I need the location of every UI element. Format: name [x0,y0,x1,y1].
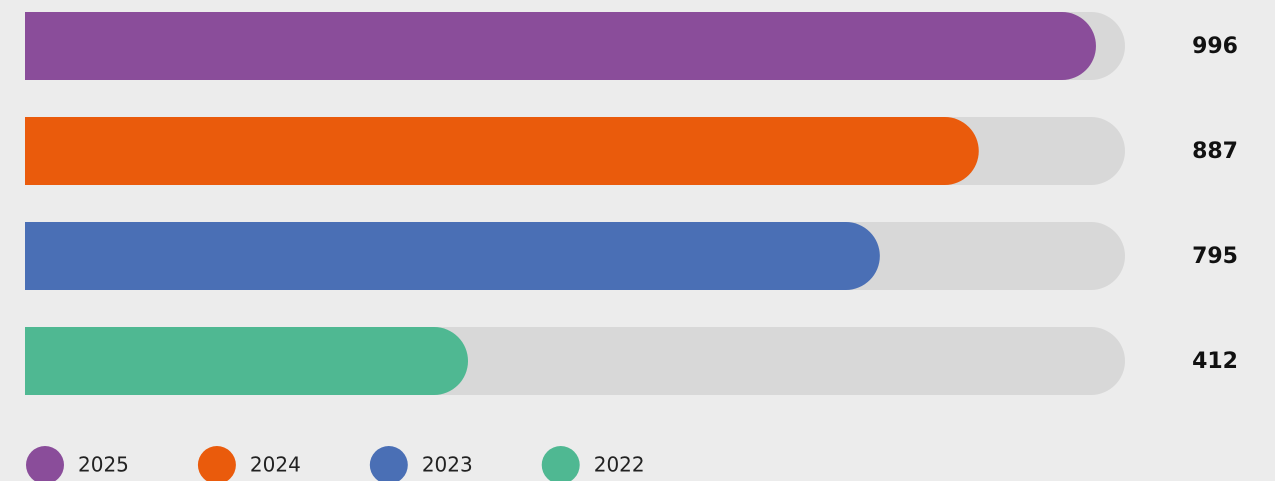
value-label: 795 [1192,244,1238,269]
legend-swatch [26,446,64,481]
legend-label: 2025 [78,453,129,477]
legend-swatch [197,446,236,481]
value-label: 887 [1192,139,1238,164]
value-label: 412 [1192,349,1238,374]
legend-swatch [541,446,580,481]
legend-label: 2022 [594,453,645,477]
bar [25,117,979,185]
legend-label: 2024 [250,453,301,477]
bar [25,12,1096,80]
bar [25,327,469,395]
legend-label: 2023 [422,453,473,477]
bar [25,222,880,290]
value-label: 996 [1192,34,1238,59]
legend-swatch [369,446,408,481]
